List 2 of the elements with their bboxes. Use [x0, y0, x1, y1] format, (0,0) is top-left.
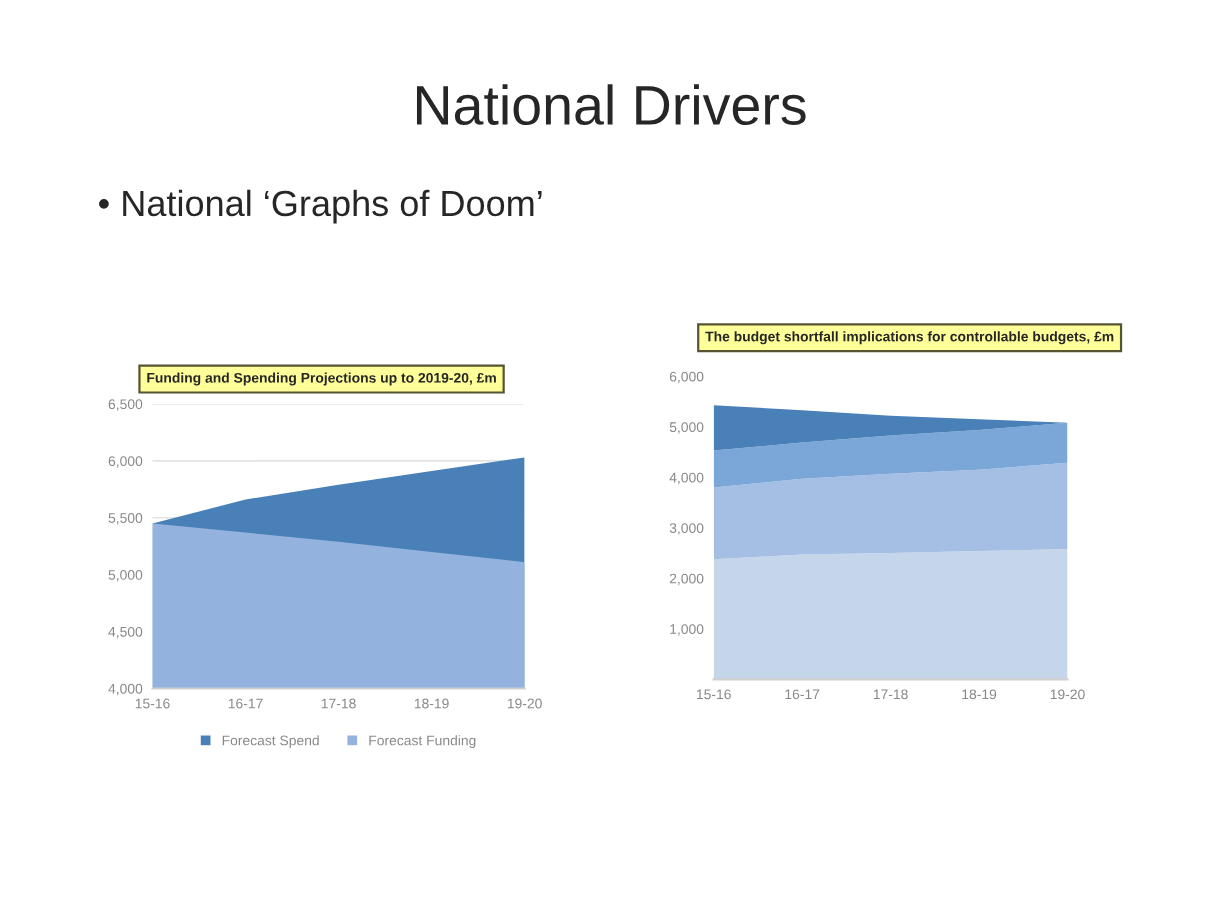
text: • National ‘Graphs of Doom’: [99, 189, 542, 224]
text: National Drivers: [416, 84, 806, 126]
